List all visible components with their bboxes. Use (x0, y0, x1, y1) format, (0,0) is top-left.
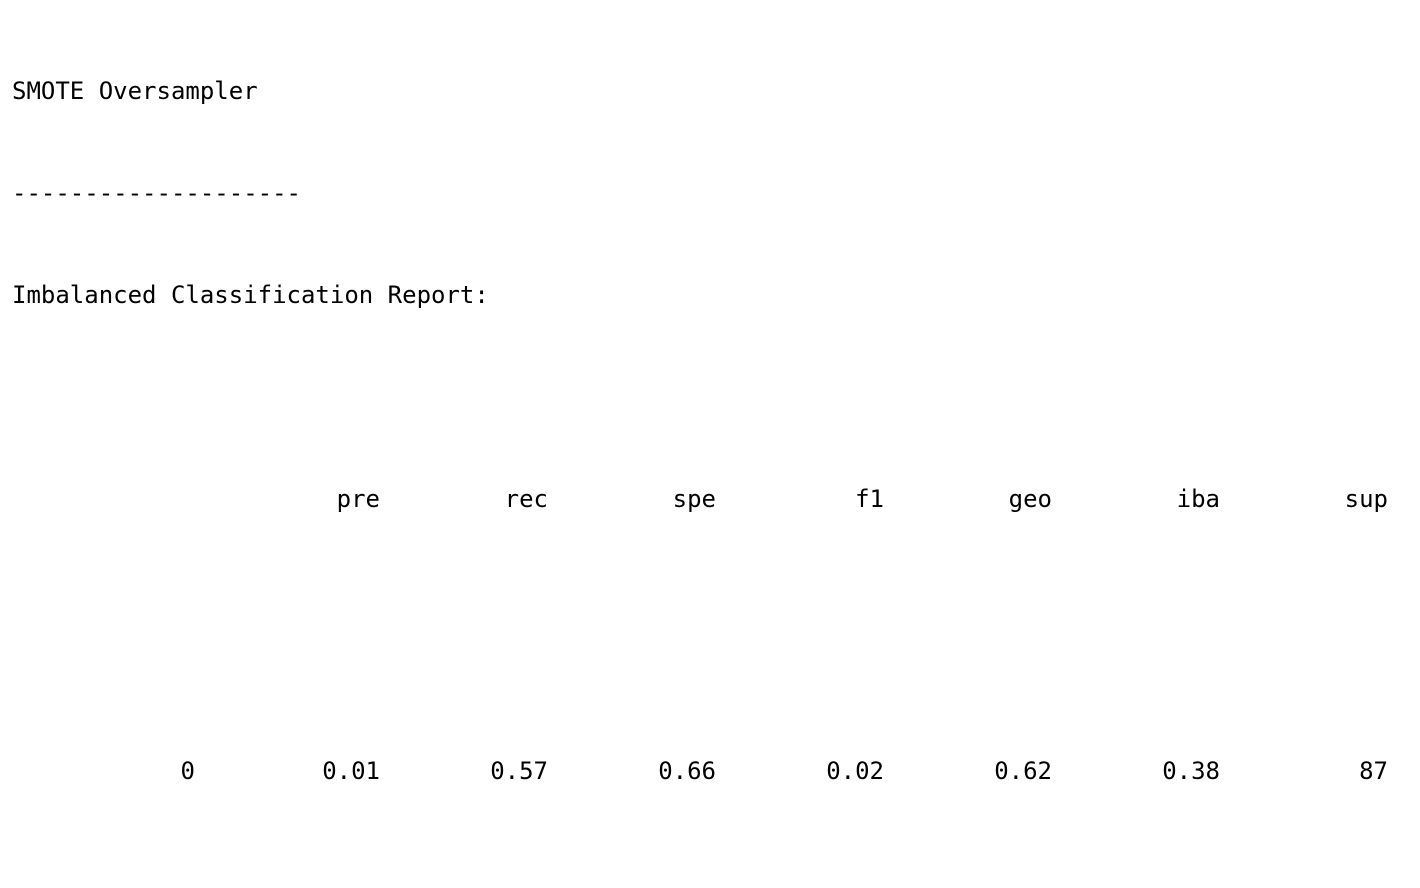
report-separator: -------------------- (12, 179, 301, 207)
table-row: 0 0.01 0.57 0.66 0.02 0.62 0.38 87 (12, 754, 1388, 788)
report-heading: Imbalanced Classification Report: (12, 281, 489, 309)
table-cell: 0.02 (826, 757, 884, 785)
table-cell: 0.62 (994, 757, 1052, 785)
console-output: SMOTE Oversampler -------------------- I… (12, 6, 1388, 888)
column-header: sup (1344, 485, 1388, 513)
report-title: SMOTE Oversampler (12, 77, 258, 105)
classification-report-table: pre rec spe f1 geo iba sup 0 0.01 0.57 0… (12, 414, 1388, 888)
column-header: geo (1008, 485, 1052, 513)
row-label: 0 (180, 757, 195, 785)
table-cell: 0.38 (1162, 757, 1220, 785)
table-cell: 87 (1359, 757, 1388, 785)
column-header: f1 (855, 485, 884, 513)
table-cell: 0.01 (322, 757, 380, 785)
table-cell: 0.66 (658, 757, 716, 785)
table-cell: 0.57 (490, 757, 548, 785)
column-header: spe (672, 485, 716, 513)
blank-line (12, 618, 1388, 652)
column-header: pre (336, 485, 380, 513)
column-header: rec (504, 485, 548, 513)
table-header-row: pre rec spe f1 geo iba sup (12, 482, 1388, 516)
column-header: iba (1176, 485, 1220, 513)
